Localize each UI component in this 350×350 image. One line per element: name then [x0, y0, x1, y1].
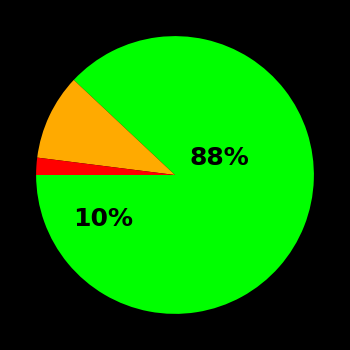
- Text: 10%: 10%: [73, 208, 133, 231]
- Wedge shape: [36, 36, 314, 314]
- Wedge shape: [37, 80, 175, 175]
- Text: 88%: 88%: [190, 146, 249, 170]
- Wedge shape: [36, 158, 175, 175]
